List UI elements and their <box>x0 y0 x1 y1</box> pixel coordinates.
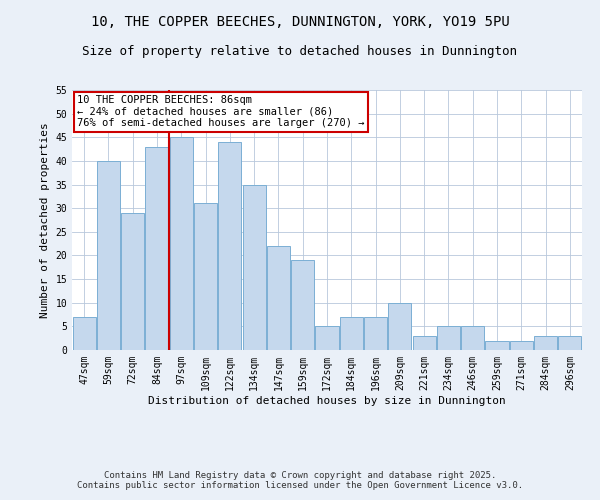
Bar <box>413 336 436 350</box>
Text: Size of property relative to detached houses in Dunnington: Size of property relative to detached ho… <box>83 45 517 58</box>
Bar <box>364 317 387 350</box>
Bar <box>485 340 509 350</box>
Bar <box>218 142 241 350</box>
Bar <box>73 317 95 350</box>
Bar <box>316 326 338 350</box>
Y-axis label: Number of detached properties: Number of detached properties <box>40 122 50 318</box>
Text: Contains HM Land Registry data © Crown copyright and database right 2025.
Contai: Contains HM Land Registry data © Crown c… <box>77 470 523 490</box>
Bar <box>170 138 193 350</box>
Bar <box>534 336 557 350</box>
Bar <box>291 260 314 350</box>
Bar <box>242 184 266 350</box>
Bar <box>97 161 120 350</box>
Bar <box>121 213 144 350</box>
Bar <box>194 204 217 350</box>
Bar <box>559 336 581 350</box>
Bar <box>461 326 484 350</box>
Bar <box>437 326 460 350</box>
Bar <box>510 340 533 350</box>
Text: 10 THE COPPER BEECHES: 86sqm
← 24% of detached houses are smaller (86)
76% of se: 10 THE COPPER BEECHES: 86sqm ← 24% of de… <box>77 95 365 128</box>
Text: 10, THE COPPER BEECHES, DUNNINGTON, YORK, YO19 5PU: 10, THE COPPER BEECHES, DUNNINGTON, YORK… <box>91 15 509 29</box>
Bar <box>388 302 412 350</box>
Bar <box>340 317 363 350</box>
X-axis label: Distribution of detached houses by size in Dunnington: Distribution of detached houses by size … <box>148 396 506 406</box>
Bar <box>145 146 169 350</box>
Bar <box>267 246 290 350</box>
